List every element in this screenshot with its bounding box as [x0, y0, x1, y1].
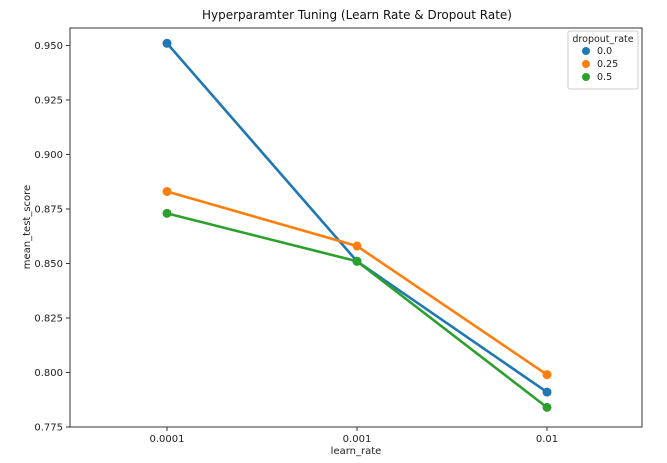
y-tick-label: 0.950	[34, 41, 63, 52]
y-tick-label: 0.800	[34, 368, 63, 379]
data-point-0.5	[162, 208, 172, 218]
y-tick-label: 0.850	[34, 259, 63, 270]
x-tick-label: 0.01	[536, 434, 558, 445]
legend-label: 0.5	[597, 72, 612, 83]
x-axis: 0.0001 0.001 0.01	[150, 427, 558, 445]
y-tick-label: 0.925	[34, 95, 63, 106]
y-tick-label: 0.900	[34, 150, 63, 161]
legend-label: 0.0	[597, 46, 612, 57]
legend-label: 0.25	[597, 59, 618, 70]
x-tick-label: 0.001	[343, 434, 372, 445]
legend-marker	[582, 60, 590, 68]
y-axis-label: mean_test_score	[22, 185, 33, 269]
series-line-0.25	[166, 190, 548, 376]
data-point-0.25	[352, 241, 362, 251]
data-point-0.0	[542, 387, 552, 397]
legend-marker	[582, 73, 590, 81]
data-point-0.5	[352, 256, 362, 266]
plot-area-frame	[69, 27, 643, 428]
data-point-0.25	[162, 187, 172, 197]
legend-title: dropout_rate	[572, 34, 633, 45]
x-tick-label: 0.0001	[150, 434, 185, 445]
legend: dropout_rate 0.0 0.25 0.5	[567, 30, 639, 90]
y-tick-label: 0.825	[34, 313, 63, 324]
data-point-0.0	[162, 38, 172, 48]
y-axis: 0.775 0.800 0.825 0.850 0.875 0.900 0.925 0.950	[34, 41, 70, 434]
x-axis-label: learn_rate	[331, 446, 382, 457]
series-line-0.0	[166, 42, 548, 394]
legend-marker	[582, 47, 590, 55]
data-point-0.25	[542, 370, 552, 380]
chart-title: Hyperparamter Tuning (Learn Rate & Dropo…	[202, 8, 512, 22]
series-layer	[162, 38, 552, 412]
y-tick-label: 0.875	[34, 204, 63, 215]
y-tick-label: 0.775	[34, 423, 63, 434]
data-point-0.5	[542, 402, 552, 412]
